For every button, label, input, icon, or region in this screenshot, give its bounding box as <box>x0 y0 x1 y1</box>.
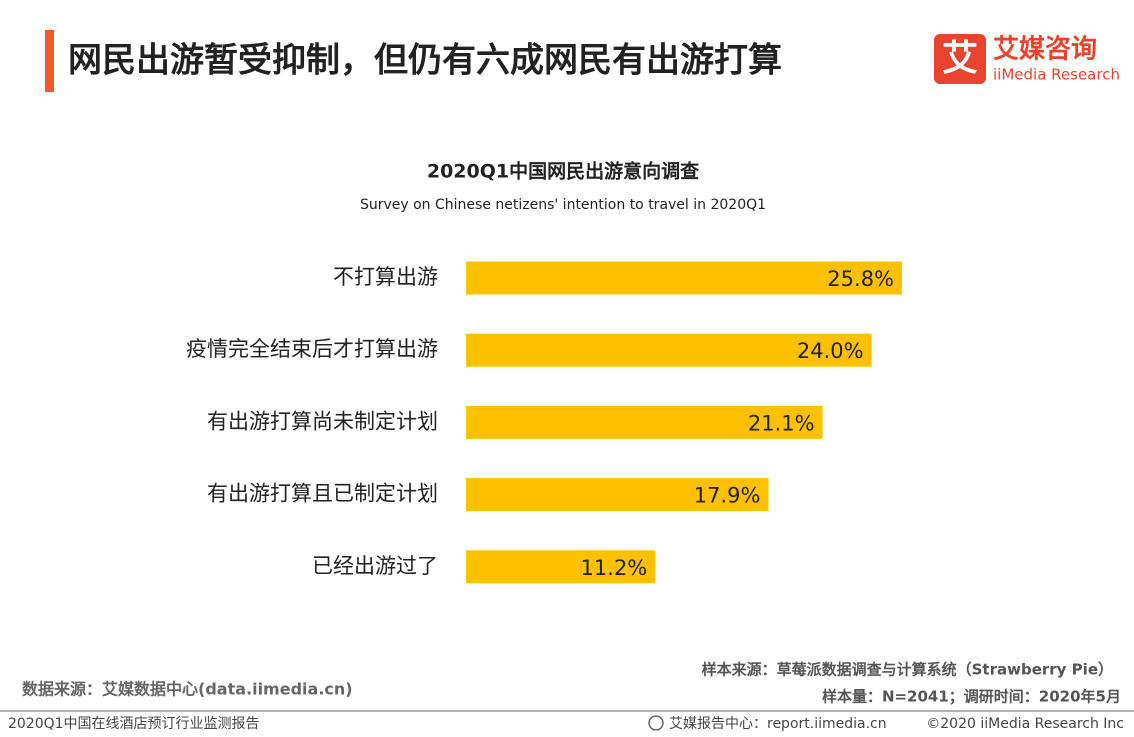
logo-en: iiMedia Research <box>993 66 1120 84</box>
logo-name: 艾媒咨询 <box>993 34 1097 65</box>
bar <box>466 550 656 584</box>
value-label: 24.0% <box>797 339 864 363</box>
data-source: 数据来源：艾媒数据中心(data.iimedia.cn) <box>22 680 353 699</box>
report-center: 艾媒报告中心：report.iimedia.cn <box>669 716 887 732</box>
category-label: 有出游打算且已制定计划 <box>207 482 438 506</box>
chart-subtitle: Survey on Chinese netizens' intention to… <box>360 197 766 213</box>
category-label: 疫情完全结束后才打算出游 <box>186 337 438 361</box>
bar <box>466 261 903 295</box>
bar <box>466 478 769 512</box>
category-label: 不打算出游 <box>333 265 438 289</box>
bar <box>466 333 872 367</box>
report-name: 2020Q1中国在线酒店预订行业监测报告 <box>8 716 260 732</box>
value-label: 11.2% <box>581 556 648 580</box>
logo-box <box>934 34 986 84</box>
globe-icon <box>648 715 664 731</box>
category-label: 已经出游过了 <box>312 554 438 578</box>
page-title: 网民出游暂受抑制，但仍有六成网民有出游打算 <box>68 41 782 81</box>
sample-size: 样本量：N=2041；调研时间：2020年5月 <box>822 688 1121 706</box>
category-label: 有出游打算尚未制定计划 <box>207 409 438 433</box>
sample-source: 样本来源：草莓派数据调查与计算系统（Strawberry Pie） <box>702 661 1113 679</box>
value-label: 25.8% <box>827 267 894 291</box>
value-label: 21.1% <box>748 411 815 435</box>
copyright: ©2020 iiMedia Research Inc <box>926 716 1124 732</box>
title-accent <box>45 30 54 92</box>
logo-mark: 艾 <box>942 38 978 79</box>
bar <box>466 405 823 439</box>
value-label: 17.9% <box>694 484 761 508</box>
chart-title: 2020Q1中国网民出游意向调查 <box>427 160 700 183</box>
